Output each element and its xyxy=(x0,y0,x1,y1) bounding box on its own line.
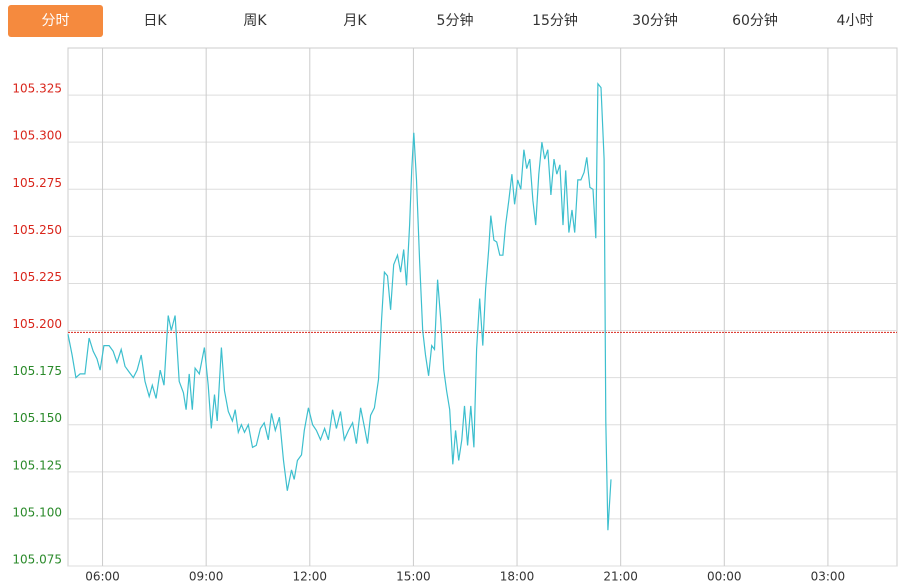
plot-frame xyxy=(67,47,898,567)
tab[interactable]: 分时 xyxy=(8,5,103,37)
y-tick-label: 105.250 xyxy=(12,223,62,237)
tab[interactable]: 4小时 xyxy=(836,13,874,29)
x-tick-label: 09:00 xyxy=(189,570,224,584)
y-tick-label: 105.125 xyxy=(12,458,62,472)
y-tick-label: 105.150 xyxy=(12,411,62,425)
y-tick-label: 105.175 xyxy=(12,364,62,378)
tab[interactable]: 月K xyxy=(343,13,367,29)
y-tick-label: 105.200 xyxy=(12,317,62,331)
y-tick-label: 105.275 xyxy=(12,176,62,190)
price-line xyxy=(67,82,612,531)
y-tick-label: 105.300 xyxy=(12,129,62,143)
x-tick-label: 18:00 xyxy=(500,570,535,584)
tab[interactable]: 30分钟 xyxy=(632,13,678,29)
tab[interactable]: 周K xyxy=(243,13,267,29)
x-tick-label: 06:00 xyxy=(85,570,120,584)
y-tick-label: 105.325 xyxy=(12,82,62,96)
x-tick-label: 15:00 xyxy=(396,570,431,584)
x-tick-label: 03:00 xyxy=(811,570,846,584)
x-tick-label: 21:00 xyxy=(603,570,638,584)
tab[interactable]: 5分钟 xyxy=(436,13,474,29)
y-tick-label: 105.225 xyxy=(12,270,62,284)
tab[interactable]: 15分钟 xyxy=(532,13,578,29)
tab-bar: 分时 日K 周K 月K 5分钟 15分钟 30分钟 60分钟 4小时 xyxy=(0,0,907,40)
y-tick-label: 105.100 xyxy=(12,505,62,519)
tab[interactable]: 日K xyxy=(143,13,167,29)
x-tick-label: 00:00 xyxy=(707,570,742,584)
x-tick-label: 12:00 xyxy=(292,570,327,584)
tab[interactable]: 60分钟 xyxy=(732,13,778,29)
y-tick-label: 105.075 xyxy=(12,553,62,567)
